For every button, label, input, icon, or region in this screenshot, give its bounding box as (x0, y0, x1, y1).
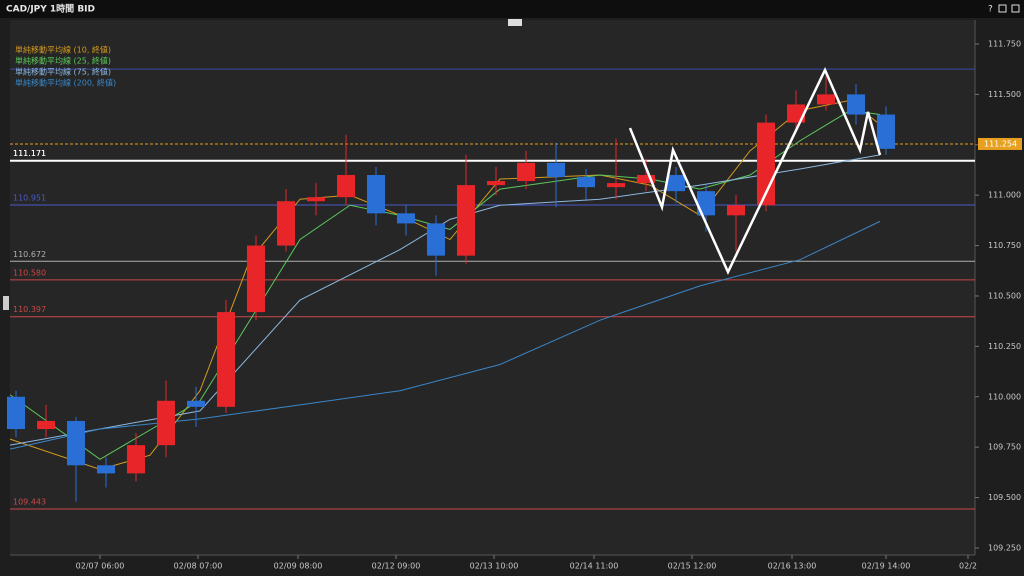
restore-button[interactable] (998, 4, 1007, 13)
level-label: 111.171 (13, 149, 46, 158)
y-tick-label: 109.750 (988, 443, 1021, 452)
legend-entry: 単純移動平均線 (200, 終値) (15, 78, 116, 88)
x-tick-label: 02/2 (959, 562, 977, 571)
y-tick-label: 111.750 (988, 39, 1021, 48)
candle-body (157, 400, 175, 446)
candle-body (877, 114, 895, 149)
candle-body (127, 445, 145, 474)
legend-entry: 単純移動平均線 (25, 終値) (15, 56, 111, 66)
candle-body (217, 312, 235, 407)
candle-body (817, 94, 835, 105)
x-tick-label: 02/13 10:00 (470, 562, 519, 571)
help-button[interactable]: ? (988, 5, 993, 15)
legend-entry: 単純移動平均線 (75, 終値) (15, 67, 111, 77)
candle-body (727, 205, 745, 216)
candle-body (517, 162, 535, 182)
chart-title: CAD/JPY 1時間 BID (6, 3, 95, 15)
y-tick-label: 110.500 (988, 291, 1021, 300)
candle-body (7, 396, 25, 430)
x-tick-label: 02/16 13:00 (768, 562, 817, 571)
candle-body (457, 185, 475, 256)
candle-body (667, 175, 685, 192)
y-tick-label: 110.250 (988, 342, 1021, 351)
y-tick-label: 109.250 (988, 543, 1021, 552)
candle-body (187, 400, 205, 407)
x-tick-label: 02/19 14:00 (862, 562, 911, 571)
candle-body (37, 420, 55, 430)
candle-body (637, 175, 655, 184)
candle-body (397, 213, 415, 224)
x-tick-label: 02/12 09:00 (372, 562, 421, 571)
candle-body (607, 183, 625, 188)
current-price-label: 111.254 (984, 139, 1017, 148)
x-tick-label: 02/08 07:00 (174, 562, 223, 571)
zigzag-drawing (628, 66, 882, 275)
x-tick-label: 02/15 12:00 (668, 562, 717, 571)
y-tick-label: 110.000 (988, 392, 1021, 401)
level-label: 110.672 (13, 250, 46, 259)
candle-body (697, 191, 715, 216)
legend-entry: 単純移動平均線 (10, 終値) (15, 45, 111, 55)
candle-body (97, 465, 115, 474)
collapse-handle[interactable] (508, 19, 522, 26)
candle-body (487, 181, 505, 186)
level-label: 110.951 (13, 194, 46, 203)
x-tick-label: 02/14 11:00 (570, 562, 619, 571)
side-handle[interactable] (3, 296, 9, 310)
candle-body (247, 245, 265, 313)
close-button[interactable] (1011, 4, 1020, 13)
candle-body (367, 175, 385, 214)
candle-body (847, 94, 865, 115)
y-tick-label: 110.750 (988, 241, 1021, 250)
current-price-box (978, 137, 1022, 150)
candle-body (577, 177, 595, 188)
y-tick-label: 109.500 (988, 493, 1021, 502)
moving-average-line (9, 220, 881, 450)
level-label: 111.171 (13, 149, 46, 158)
level-label: 110.397 (13, 305, 46, 314)
candle-body (307, 197, 325, 202)
level-label: 110.580 (13, 268, 46, 277)
candle-body (547, 162, 565, 178)
candle-body (787, 104, 805, 123)
x-tick-label: 02/07 06:00 (76, 562, 125, 571)
candle-body (277, 201, 295, 246)
y-tick-label: 111.000 (988, 191, 1021, 200)
level-label: 109.443 (13, 498, 46, 507)
candle-body (67, 420, 85, 466)
candle-body (337, 175, 355, 198)
y-tick-label: 111.500 (988, 90, 1021, 99)
x-tick-label: 02/09 08:00 (274, 562, 323, 571)
plot-area (10, 20, 975, 555)
title-bar (0, 0, 1024, 18)
candle-body (427, 223, 445, 256)
